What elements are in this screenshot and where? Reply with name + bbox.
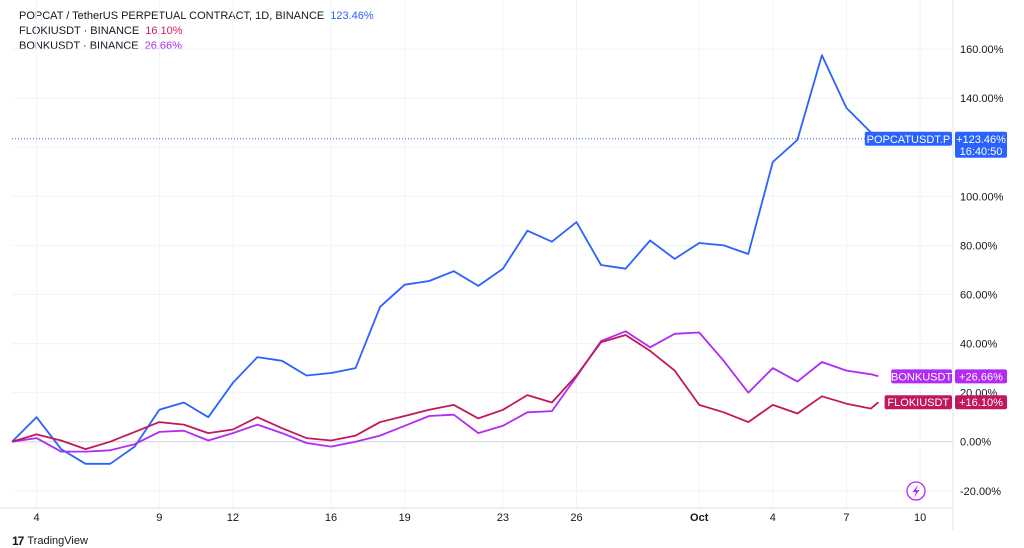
time-axis-label: 9	[156, 512, 162, 524]
series-value-tag	[955, 131, 1007, 158]
series-name-tag	[891, 369, 952, 384]
legend-value: 123.46%	[330, 10, 374, 22]
time-axis-label: 16	[325, 512, 337, 524]
tradingview-footer[interactable]: 17 TradingView	[12, 534, 88, 548]
series-value-tag-text: +26.66%	[959, 371, 1003, 383]
time-axis-label: 4	[770, 512, 776, 524]
series-name-tag-text: FLOKIUSDT	[887, 397, 949, 409]
price-axis-label: 100.00%	[960, 191, 1004, 203]
price-axis-label: 0.00%	[960, 437, 991, 449]
series-line-popcatusdt.p[interactable]	[11, 54, 879, 465]
legend-value: 16.10%	[145, 25, 183, 37]
series-line-bonkusdt[interactable]	[11, 330, 879, 453]
series-name-tag	[884, 395, 952, 410]
countdown-text: 16:40:50	[960, 146, 1003, 158]
series-value-tag-text: +16.10%	[959, 397, 1003, 409]
series-value-tag	[955, 395, 1007, 410]
price-axis-label: 160.00%	[960, 44, 1004, 56]
price-axis-label: 80.00%	[960, 240, 998, 252]
tradingview-brand: TradingView	[27, 535, 88, 547]
price-axis-label: -20.00%	[960, 486, 1001, 498]
series-value-tag-text: +123.46%	[956, 134, 1006, 146]
time-axis-label: 12	[227, 512, 239, 524]
legend-label: FLOKIUSDT · BINANCE	[19, 25, 140, 37]
chart-canvas[interactable]: 160.00%140.00%100.00%80.00%60.00%40.00%2…	[0, 0, 1024, 530]
time-axis-label: 19	[399, 512, 411, 524]
time-axis-label: 4	[33, 512, 39, 524]
series-name-tag	[864, 131, 952, 146]
series-value-tag	[955, 369, 1007, 384]
price-axis-label: 140.00%	[960, 93, 1004, 105]
price-axis-label: 40.00%	[960, 339, 998, 351]
series-name-tag-text: BONKUSDT	[891, 371, 952, 383]
legend-row-popcat[interactable]: POPCAT / TetherUS PERPETUAL CONTRACT, 1D…	[19, 9, 374, 24]
series-line-flokiusdt[interactable]	[11, 334, 879, 450]
time-axis-label: 10	[914, 512, 926, 524]
time-axis-label: Oct	[690, 512, 709, 524]
time-axis-label: 26	[570, 512, 582, 524]
price-axis-label: 60.00%	[960, 289, 998, 301]
time-axis-label: 7	[843, 512, 849, 524]
series-name-tag-text: POPCATUSDT.P	[867, 134, 951, 146]
lightning-icon	[912, 485, 920, 498]
chart-legend: POPCAT / TetherUS PERPETUAL CONTRACT, 1D…	[19, 9, 374, 54]
time-axis-label: 23	[497, 512, 509, 524]
tradingview-logo: 17	[12, 534, 24, 548]
legend-label: POPCAT / TetherUS PERPETUAL CONTRACT, 1D…	[19, 10, 325, 22]
legend-row-floki[interactable]: FLOKIUSDT · BINANCE 16.10%	[19, 24, 374, 39]
